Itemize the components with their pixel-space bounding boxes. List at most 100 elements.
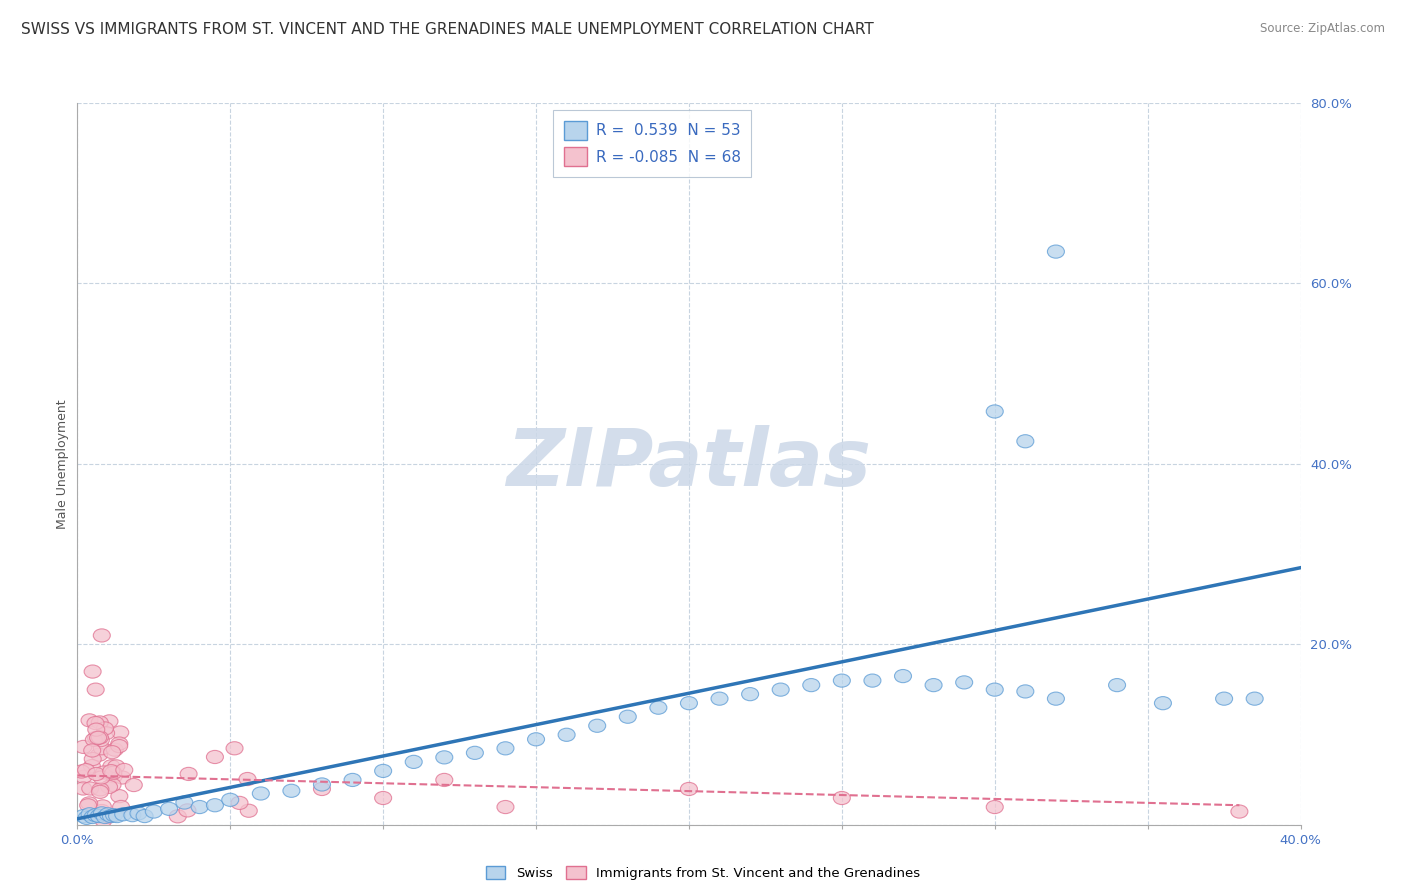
Ellipse shape [222,793,239,806]
Ellipse shape [91,716,108,729]
Ellipse shape [191,800,208,814]
Ellipse shape [239,772,256,786]
Ellipse shape [374,764,392,778]
Legend: R =  0.539  N = 53, R = -0.085  N = 68: R = 0.539 N = 53, R = -0.085 N = 68 [553,111,751,177]
Ellipse shape [91,785,108,798]
Ellipse shape [111,737,128,750]
Ellipse shape [87,723,104,736]
Ellipse shape [986,800,1004,814]
Ellipse shape [124,808,141,822]
Ellipse shape [1246,692,1263,706]
Ellipse shape [90,748,108,761]
Ellipse shape [344,773,361,787]
Ellipse shape [101,714,118,728]
Ellipse shape [115,807,132,821]
Ellipse shape [108,809,125,822]
Ellipse shape [136,809,153,822]
Ellipse shape [111,789,128,803]
Ellipse shape [711,692,728,706]
Ellipse shape [1047,245,1064,258]
Ellipse shape [956,676,973,689]
Ellipse shape [125,779,142,791]
Ellipse shape [97,727,115,739]
Ellipse shape [80,797,97,810]
Ellipse shape [169,810,187,823]
Ellipse shape [283,784,299,797]
Ellipse shape [82,807,98,821]
Ellipse shape [100,807,117,821]
Ellipse shape [104,779,121,791]
Ellipse shape [986,683,1004,697]
Ellipse shape [925,679,942,691]
Ellipse shape [231,797,247,809]
Ellipse shape [100,810,117,823]
Ellipse shape [145,805,162,818]
Ellipse shape [84,753,101,765]
Ellipse shape [84,744,101,757]
Ellipse shape [107,743,124,756]
Ellipse shape [103,809,120,822]
Ellipse shape [1017,434,1033,448]
Ellipse shape [112,800,129,814]
Ellipse shape [803,679,820,691]
Ellipse shape [496,800,515,814]
Text: ZIPatlas: ZIPatlas [506,425,872,503]
Ellipse shape [1047,692,1064,706]
Ellipse shape [83,760,100,772]
Ellipse shape [93,805,110,818]
Ellipse shape [863,674,882,687]
Ellipse shape [496,742,515,755]
Ellipse shape [94,800,111,813]
Ellipse shape [87,716,104,730]
Ellipse shape [405,756,422,769]
Ellipse shape [436,773,453,787]
Ellipse shape [160,802,177,815]
Ellipse shape [558,728,575,741]
Ellipse shape [77,764,94,777]
Ellipse shape [207,798,224,812]
Ellipse shape [252,787,270,800]
Ellipse shape [97,722,114,735]
Ellipse shape [87,767,105,780]
Y-axis label: Male Unemployment: Male Unemployment [56,399,69,529]
Ellipse shape [179,804,195,817]
Ellipse shape [436,751,453,764]
Ellipse shape [834,674,851,687]
Ellipse shape [650,701,666,714]
Ellipse shape [82,782,98,795]
Ellipse shape [91,731,108,744]
Ellipse shape [1230,805,1249,818]
Ellipse shape [619,710,637,723]
Ellipse shape [87,683,104,697]
Ellipse shape [82,714,98,727]
Ellipse shape [87,731,104,745]
Ellipse shape [90,731,107,745]
Ellipse shape [1017,685,1033,698]
Ellipse shape [75,809,91,822]
Ellipse shape [111,739,128,753]
Ellipse shape [772,683,789,697]
Ellipse shape [87,808,104,822]
Ellipse shape [681,697,697,710]
Ellipse shape [75,782,91,795]
Ellipse shape [90,809,107,822]
Ellipse shape [1154,697,1171,710]
Ellipse shape [240,805,257,817]
Ellipse shape [527,732,544,746]
Ellipse shape [111,726,129,739]
Ellipse shape [84,811,101,823]
Ellipse shape [96,766,112,779]
Ellipse shape [105,766,122,780]
Ellipse shape [80,798,97,812]
Ellipse shape [741,688,759,701]
Ellipse shape [115,764,132,777]
Ellipse shape [589,719,606,732]
Ellipse shape [91,783,108,796]
Ellipse shape [84,665,101,678]
Ellipse shape [93,771,110,784]
Ellipse shape [374,791,392,805]
Ellipse shape [86,733,103,747]
Ellipse shape [101,780,118,794]
Ellipse shape [77,812,96,824]
Legend: Swiss, Immigrants from St. Vincent and the Grenadines: Swiss, Immigrants from St. Vincent and t… [481,861,925,886]
